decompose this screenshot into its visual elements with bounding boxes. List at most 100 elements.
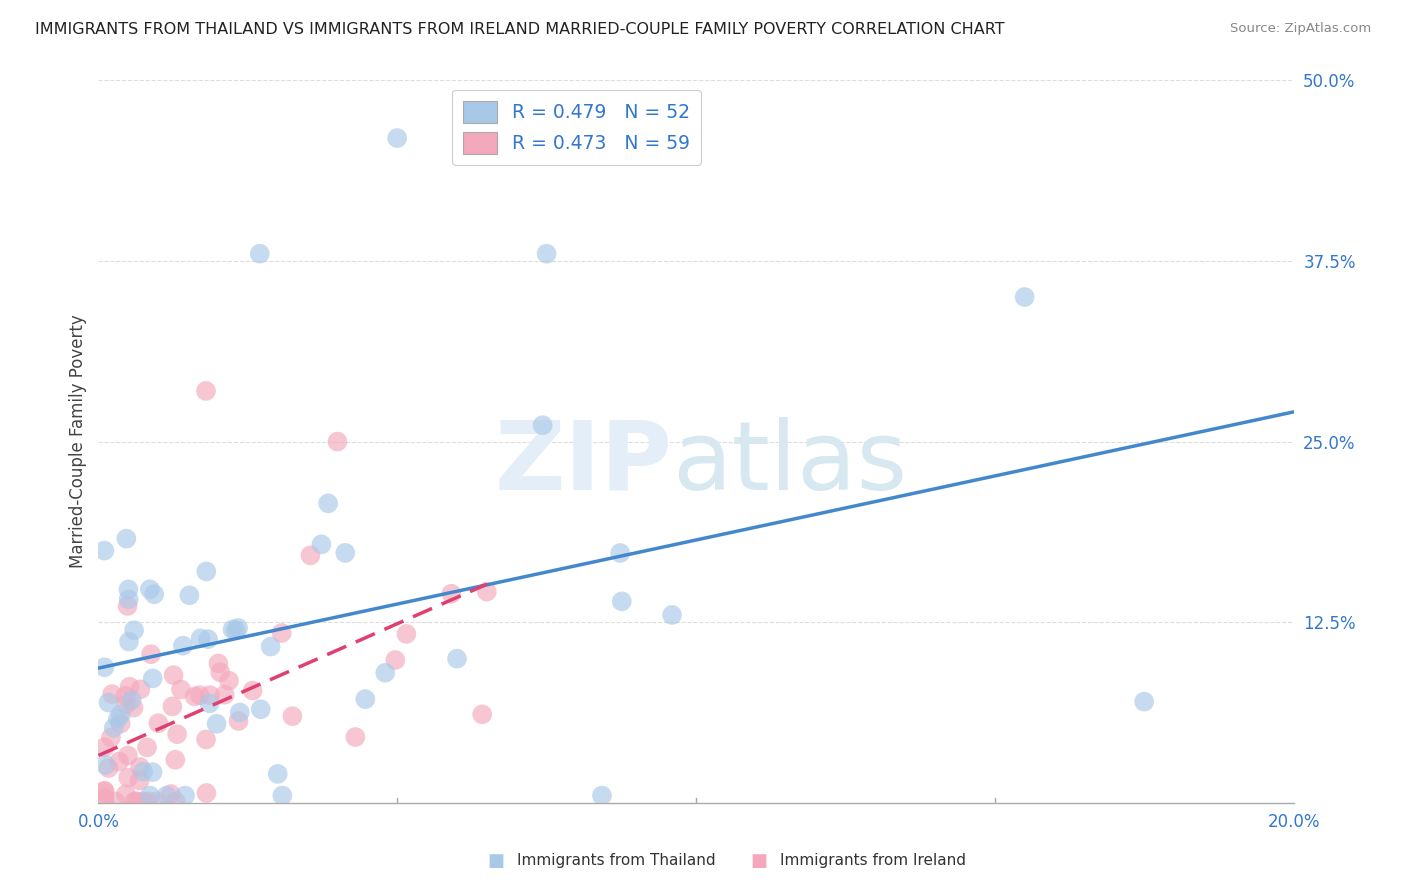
Point — [139, 647, 162, 661]
Point — [1014, 290, 1036, 304]
Point — [198, 688, 221, 702]
Point — [93, 794, 115, 808]
Point — [183, 690, 205, 704]
Text: atlas: atlas — [672, 417, 907, 509]
Text: ■: ■ — [751, 852, 768, 870]
Point — [139, 789, 162, 803]
Point — [124, 794, 146, 808]
Point — [354, 692, 377, 706]
Point — [115, 532, 138, 546]
Point — [125, 794, 148, 808]
Point — [122, 700, 145, 714]
Point — [221, 623, 243, 637]
Text: Source: ZipAtlas.com: Source: ZipAtlas.com — [1230, 22, 1371, 36]
Point — [93, 660, 115, 674]
Point — [197, 632, 219, 647]
Point — [195, 732, 218, 747]
Point — [93, 785, 115, 799]
Point — [115, 787, 138, 801]
Point — [145, 794, 167, 808]
Point — [446, 651, 468, 665]
Point — [142, 672, 165, 686]
Point — [195, 786, 218, 800]
Point — [143, 587, 166, 601]
Point — [165, 753, 187, 767]
Point — [218, 673, 240, 688]
Point — [326, 434, 349, 449]
Point — [179, 588, 201, 602]
Point — [162, 668, 184, 682]
Point — [610, 594, 633, 608]
Point — [107, 712, 129, 726]
Point — [118, 680, 141, 694]
Point — [142, 765, 165, 780]
Point — [267, 767, 290, 781]
Point — [249, 246, 271, 260]
Point — [395, 627, 418, 641]
Point — [226, 621, 249, 635]
Point — [139, 582, 162, 597]
Point — [316, 496, 339, 510]
Point — [118, 592, 141, 607]
Point — [117, 771, 139, 785]
Point — [440, 587, 463, 601]
Point — [97, 761, 120, 775]
Point — [344, 730, 367, 744]
Point — [228, 714, 250, 728]
Point — [117, 599, 139, 613]
Point — [172, 639, 194, 653]
Point — [122, 624, 145, 638]
Point — [207, 657, 229, 671]
Point — [384, 653, 406, 667]
Text: Immigrants from Thailand: Immigrants from Thailand — [517, 853, 716, 868]
Point — [188, 688, 211, 702]
Point — [195, 565, 218, 579]
Point — [374, 665, 396, 680]
Point — [591, 789, 613, 803]
Point — [132, 764, 155, 779]
Point — [166, 727, 188, 741]
Y-axis label: Married-Couple Family Poverty: Married-Couple Family Poverty — [69, 315, 87, 568]
Point — [129, 760, 152, 774]
Point — [110, 716, 132, 731]
Text: IMMIGRANTS FROM THAILAND VS IMMIGRANTS FROM IRELAND MARRIED-COUPLE FAMILY POVERT: IMMIGRANTS FROM THAILAND VS IMMIGRANTS F… — [35, 22, 1005, 37]
Point — [531, 418, 554, 433]
Point — [249, 702, 271, 716]
Legend: R = 0.479   N = 52, R = 0.473   N = 59: R = 0.479 N = 52, R = 0.473 N = 59 — [451, 90, 702, 165]
Point — [195, 384, 218, 398]
Point — [108, 755, 131, 769]
Point — [94, 758, 117, 772]
Point — [155, 789, 177, 803]
Point — [128, 773, 150, 788]
Point — [93, 791, 115, 805]
Point — [229, 706, 252, 720]
Point — [174, 789, 197, 803]
Point — [225, 624, 247, 638]
Point — [259, 640, 281, 654]
Text: ZIP: ZIP — [494, 417, 672, 509]
Point — [209, 665, 232, 680]
Point — [385, 131, 409, 145]
Point — [121, 693, 143, 707]
Point — [103, 721, 125, 735]
Text: Immigrants from Ireland: Immigrants from Ireland — [779, 853, 966, 868]
Point — [205, 716, 228, 731]
Point — [299, 549, 322, 563]
Point — [242, 683, 264, 698]
Point — [136, 740, 159, 755]
Point — [170, 682, 193, 697]
Point — [661, 607, 683, 622]
Point — [93, 740, 115, 755]
Point — [281, 709, 304, 723]
Point — [198, 697, 221, 711]
Point — [93, 783, 115, 797]
Point — [335, 546, 357, 560]
Point — [100, 731, 122, 745]
Point — [104, 794, 127, 808]
Point — [136, 794, 159, 808]
Point — [115, 697, 138, 711]
Point — [471, 707, 494, 722]
Point — [1133, 695, 1156, 709]
Point — [162, 699, 184, 714]
Point — [117, 748, 139, 763]
